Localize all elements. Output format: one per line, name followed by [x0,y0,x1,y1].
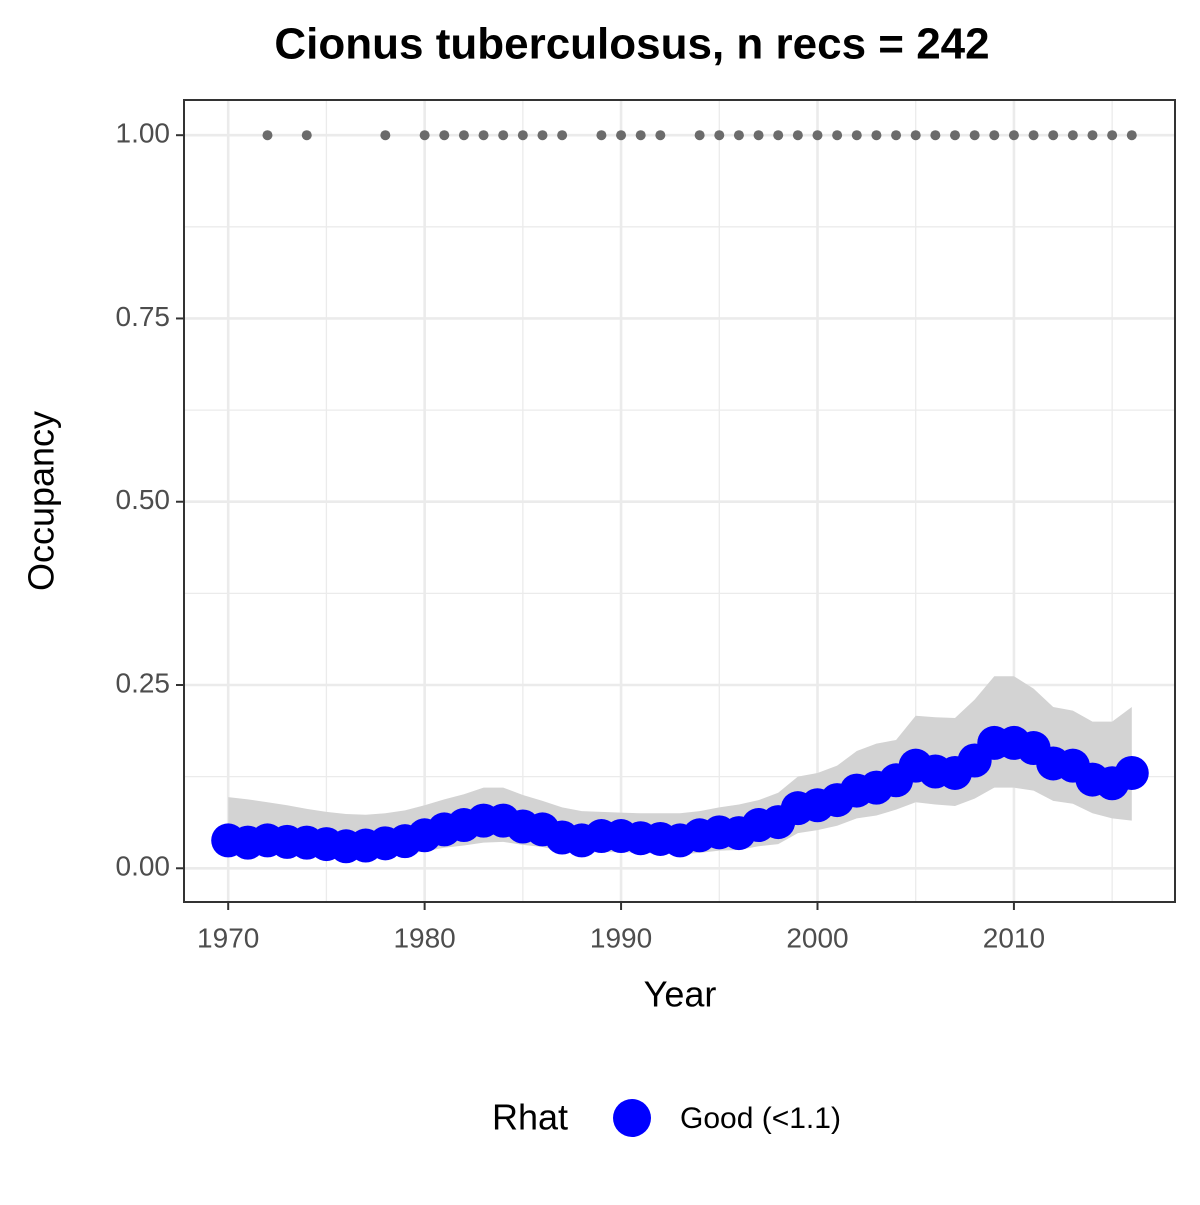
record-point [891,130,902,141]
x-tick-label: 1990 [590,922,652,953]
record-point [1087,130,1098,141]
legend-title: Rhat [492,1097,568,1138]
y-tick-label: 0.25 [116,667,171,698]
record-point [1107,130,1118,141]
record-point [458,130,469,141]
y-tick-label: 0.00 [116,851,171,882]
record-point [733,130,744,141]
record-point [537,130,548,141]
x-tick-label: 1970 [197,922,259,953]
record-point [517,130,528,141]
record-point [832,130,843,141]
record-point [498,130,509,141]
record-point [930,130,941,141]
y-tick-label: 0.75 [116,301,171,332]
record-point [812,130,823,141]
chart-title: Cionus tuberculosus, n recs = 242 [274,20,989,69]
record-point [694,130,705,141]
x-axis-label: Year [644,974,717,1015]
record-point [1008,130,1019,141]
y-tick-label: 0.50 [116,484,171,515]
record-point [596,130,607,141]
record-point [910,130,921,141]
record-point [439,130,450,141]
record-point [714,130,725,141]
record-point [969,130,980,141]
record-point [871,130,882,141]
x-tick-label: 1980 [393,922,455,953]
data-point [1114,755,1149,790]
record-point [792,130,803,141]
legend-label: Good (<1.1) [680,1102,841,1135]
record-point [655,130,666,141]
record-point [1126,130,1137,141]
record-point [773,130,784,141]
record-point [478,130,489,141]
legend-key [613,1099,651,1137]
x-tick-label: 2010 [983,922,1045,953]
y-tick-label: 1.00 [116,118,171,149]
record-point [419,130,430,141]
record-point [635,130,646,141]
record-point [301,130,312,141]
record-point [1028,130,1039,141]
record-point [262,130,273,141]
record-point [1067,130,1078,141]
record-point [557,130,568,141]
record-point [989,130,1000,141]
record-point [616,130,627,141]
record-point [380,130,391,141]
record-point [1048,130,1059,141]
record-point [753,130,764,141]
y-axis-label: Occupancy [21,411,62,591]
panel-border [183,99,1176,903]
x-tick-label: 2000 [786,922,848,953]
record-point [851,130,862,141]
record-point [949,130,960,141]
